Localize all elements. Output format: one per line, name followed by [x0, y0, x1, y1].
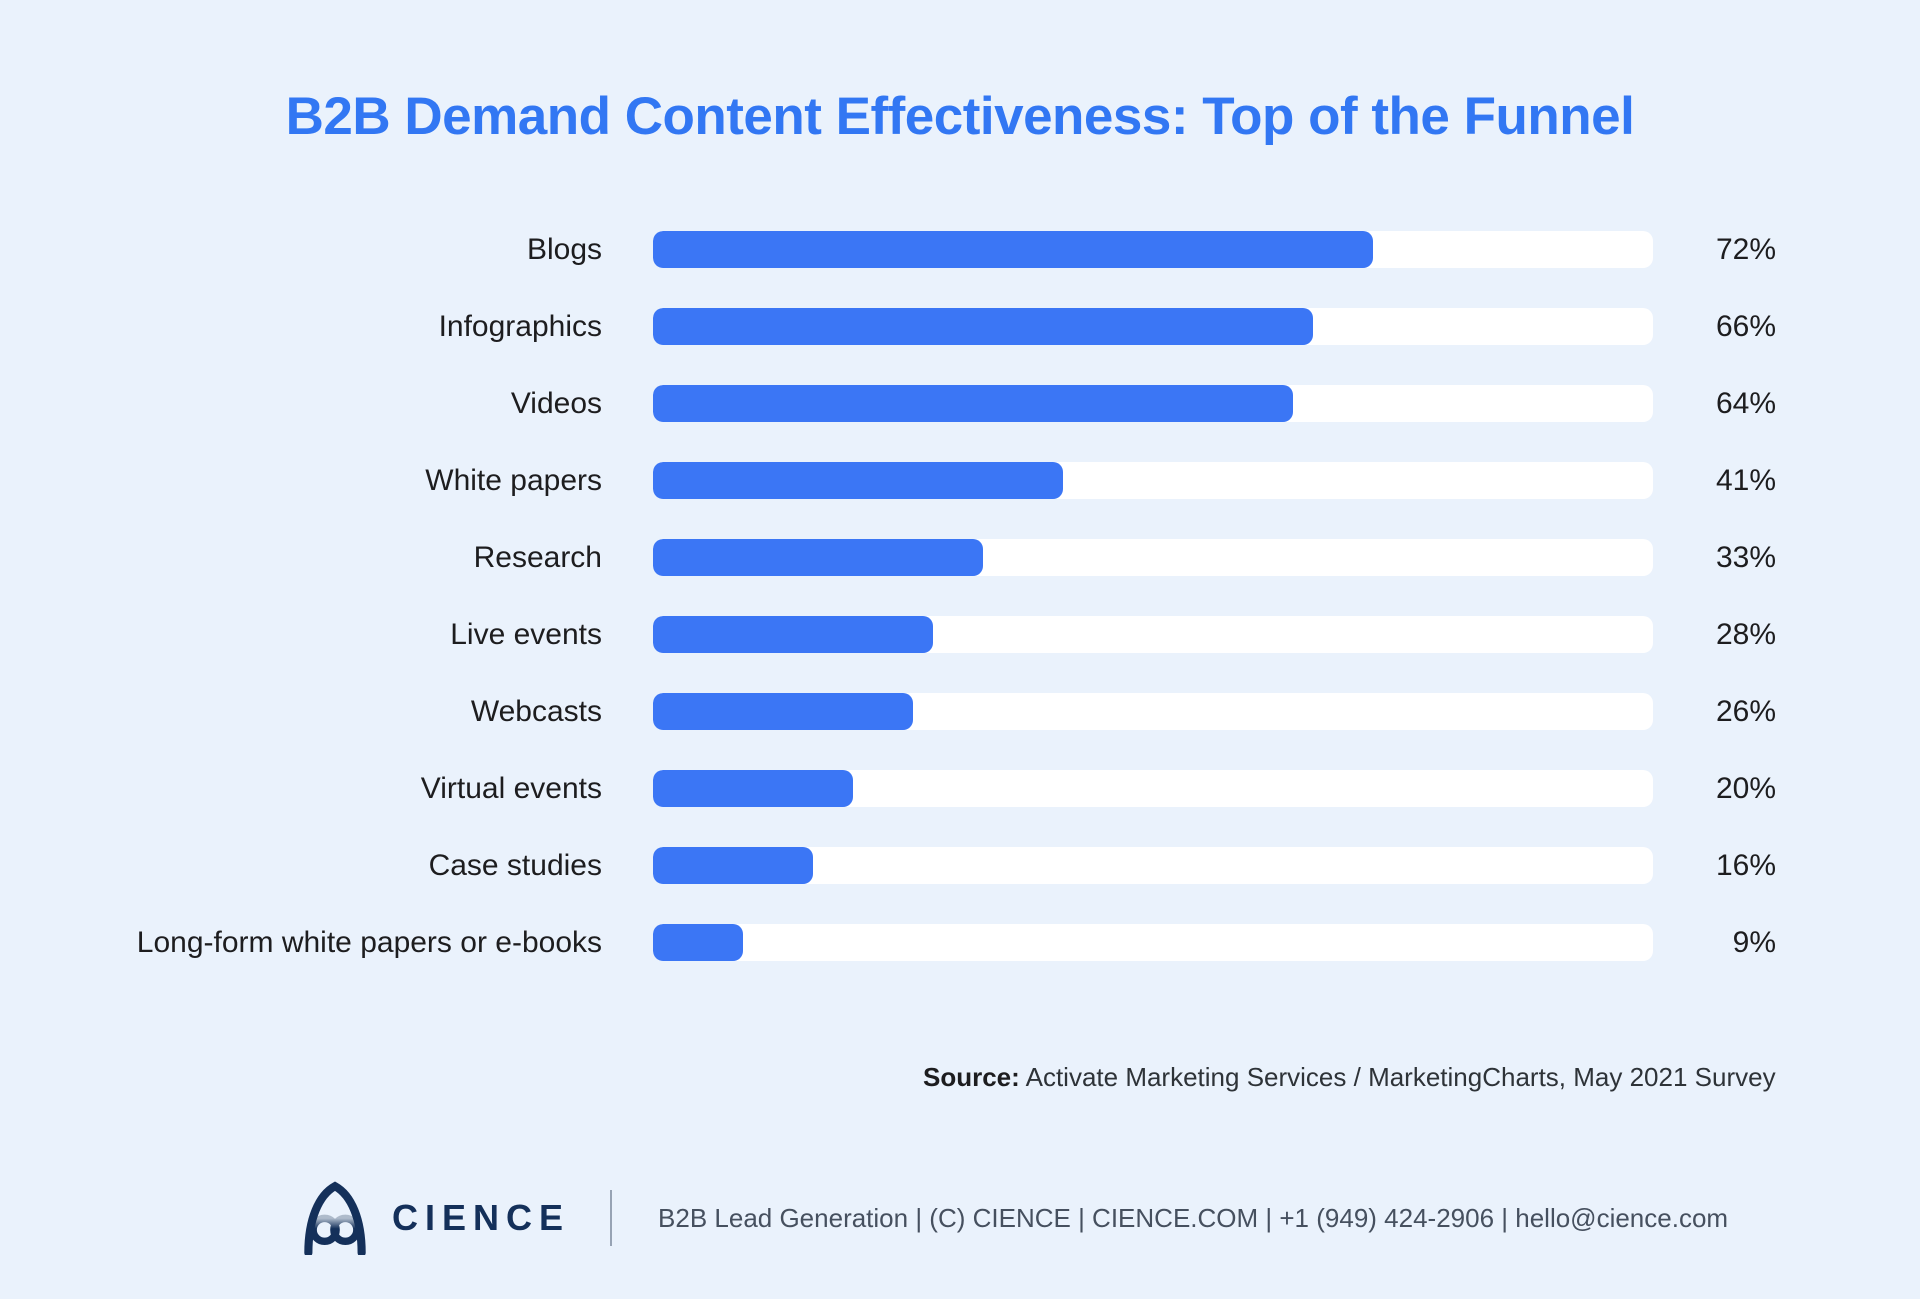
- source-text: Activate Marketing Services / MarketingC…: [1025, 1062, 1776, 1092]
- chart-row: Research 33%: [0, 519, 1920, 596]
- value-label: 64%: [1715, 386, 1776, 420]
- bar-track: [653, 385, 1653, 422]
- value-label: 20%: [1715, 771, 1776, 805]
- bar-fill: [653, 847, 813, 884]
- brand-wordmark: CIENCE: [392, 1197, 571, 1238]
- value-label: 33%: [1715, 540, 1776, 574]
- chart-row: Infographics 66%: [0, 288, 1920, 365]
- chart-row: Blogs 72%: [0, 211, 1920, 288]
- category-label: White papers: [425, 463, 602, 497]
- chart-row: Live events 28%: [0, 596, 1920, 673]
- bar-track: [653, 308, 1653, 345]
- chart-row: Webcasts 26%: [0, 673, 1920, 750]
- bar-fill: [653, 462, 1063, 499]
- bar-fill: [653, 385, 1293, 422]
- value-label: 16%: [1715, 848, 1776, 882]
- chart-title: B2B Demand Content Effectiveness: Top of…: [285, 87, 1635, 146]
- chart-row: Virtual events 20%: [0, 750, 1920, 827]
- category-label: Videos: [510, 386, 602, 420]
- value-label: 26%: [1715, 694, 1776, 728]
- bar-chart: Blogs 72% Infographics 66% Videos 64% Wh…: [0, 211, 1920, 981]
- category-label: Blogs: [526, 232, 602, 266]
- category-label: Research: [473, 540, 602, 574]
- bar-track: [653, 847, 1653, 884]
- chart-row: Videos 64%: [0, 365, 1920, 442]
- footer: CIENCE B2B Lead Generation | (C) CIENCE …: [298, 1180, 1728, 1256]
- value-label: 41%: [1715, 463, 1776, 497]
- bar-fill: [653, 770, 853, 807]
- bar-track: [653, 616, 1653, 653]
- bar-fill: [653, 539, 983, 576]
- chart-row: White papers 41%: [0, 442, 1920, 519]
- bar-track: [653, 462, 1653, 499]
- footer-info: B2B Lead Generation | (C) CIENCE | CIENC…: [658, 1202, 1729, 1233]
- value-label: 72%: [1715, 232, 1776, 266]
- category-label: Case studies: [428, 848, 602, 882]
- bar-fill: [653, 231, 1373, 268]
- cience-logo-icon: [304, 1181, 366, 1255]
- bar-fill: [653, 693, 913, 730]
- bar-track: [653, 770, 1653, 807]
- bar-track: [653, 693, 1653, 730]
- source-line: Source: Activate Marketing Services / Ma…: [923, 1062, 1776, 1093]
- category-label: Virtual events: [420, 771, 602, 805]
- value-label: 9%: [1732, 925, 1776, 959]
- chart-row: Long-form white papers or e-books 9%: [0, 904, 1920, 981]
- bar-track: [653, 924, 1653, 961]
- bar-fill: [653, 308, 1313, 345]
- bar-track: [653, 231, 1653, 268]
- source-label: Source:: [923, 1062, 1020, 1092]
- value-label: 66%: [1715, 309, 1776, 343]
- bar-fill: [653, 924, 743, 961]
- category-label: Webcasts: [470, 694, 602, 728]
- category-label: Live events: [450, 617, 602, 651]
- chart-row: Case studies 16%: [0, 827, 1920, 904]
- bar-track: [653, 539, 1653, 576]
- category-label: Long-form white papers or e-books: [136, 925, 602, 959]
- bar-fill: [653, 616, 933, 653]
- category-label: Infographics: [438, 309, 602, 343]
- value-label: 28%: [1715, 617, 1776, 651]
- footer-divider: [610, 1190, 613, 1246]
